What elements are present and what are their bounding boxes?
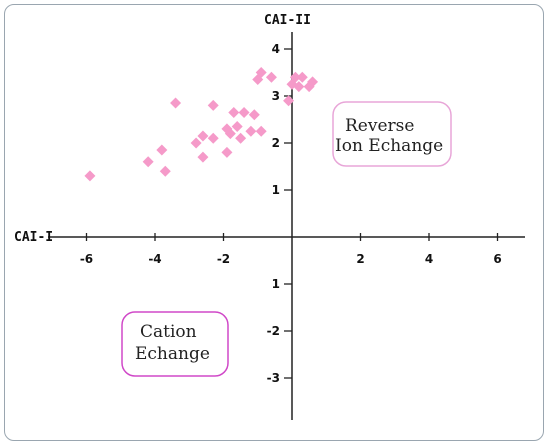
data-point <box>197 151 209 163</box>
data-point <box>238 106 250 118</box>
data-point <box>228 106 240 118</box>
data-point <box>221 146 233 158</box>
data-point <box>245 125 257 137</box>
data-point <box>190 137 202 149</box>
y-axis-title: CAI-II <box>264 13 311 28</box>
annotation-line: Echange <box>135 344 210 364</box>
annotation-reverse-ion-exchange: Reverse Ion Echange <box>332 101 452 167</box>
data-point <box>159 165 171 177</box>
annotation-line: Reverse <box>345 116 414 136</box>
x-axis-title: CAI-I <box>14 230 53 245</box>
x-tick-label: 2 <box>356 252 364 266</box>
data-point <box>283 95 295 107</box>
data-point <box>307 76 319 88</box>
annotation-line: Cation <box>140 322 197 342</box>
x-tick-label: -6 <box>80 252 93 266</box>
y-tick-label: -2 <box>267 324 280 338</box>
data-point <box>170 97 182 109</box>
data-point <box>293 81 305 93</box>
data-point <box>231 121 243 133</box>
x-tick-label: 4 <box>425 252 433 266</box>
y-tick-label: 1 <box>272 277 280 291</box>
data-point <box>224 128 236 140</box>
ticks: -6 -4 -2 2 4 6 4 3 2 1 1 -2 -3 <box>80 42 502 385</box>
annotation-cation-exchange: Cation Echange <box>121 311 229 377</box>
data-point <box>296 71 308 83</box>
y-tick-label: 3 <box>272 89 280 103</box>
y-tick-label: 2 <box>272 136 280 150</box>
x-tick-label: 6 <box>493 252 501 266</box>
data-point <box>207 99 219 111</box>
data-point <box>207 132 219 144</box>
data-point <box>235 132 247 144</box>
data-point <box>84 170 96 182</box>
x-tick-label: -4 <box>148 252 161 266</box>
y-tick-label: 1 <box>272 183 280 197</box>
y-tick-label: -3 <box>267 371 280 385</box>
y-tick-label: 4 <box>272 42 280 56</box>
axes <box>48 32 525 420</box>
data-point <box>197 130 209 142</box>
data-point <box>265 71 277 83</box>
annotation-line: Ion Echange <box>335 136 443 156</box>
data-point <box>156 144 168 156</box>
annotation-box <box>121 311 229 377</box>
annotation-box <box>332 101 452 167</box>
data-point <box>255 125 267 137</box>
data-points <box>84 67 319 182</box>
data-point <box>248 109 260 121</box>
x-tick-label: -2 <box>217 252 230 266</box>
data-point <box>142 156 154 168</box>
data-point <box>289 71 301 83</box>
data-point <box>255 67 267 78</box>
